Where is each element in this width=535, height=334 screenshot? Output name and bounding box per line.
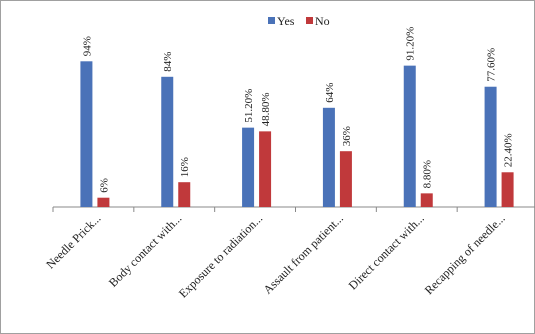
bar-yes-5: [484, 86, 497, 207]
category-label: Direct contact with...: [346, 211, 427, 292]
data-label: 51.20%: [243, 89, 255, 123]
data-label: 22.40%: [503, 133, 515, 167]
data-label: 91.20%: [405, 27, 417, 61]
legend-swatch-no: [306, 17, 313, 24]
category-label: Exposure to radiation...: [176, 211, 265, 300]
data-label: 16%: [179, 157, 191, 177]
data-label: 77.60%: [486, 48, 498, 82]
data-label: 6%: [98, 178, 110, 193]
data-label: 84%: [162, 52, 174, 72]
data-label: 36%: [341, 126, 353, 146]
legend-label-yes: Yes: [277, 14, 295, 28]
bar-no-0: [97, 197, 110, 207]
bar-no-5: [501, 172, 514, 207]
category-label: Recapping of needle...: [422, 211, 508, 297]
data-label: 64%: [324, 83, 336, 103]
data-label: 94%: [81, 36, 93, 56]
bar-no-4: [420, 193, 433, 207]
data-label: 8.80%: [422, 160, 434, 188]
bar-yes-4: [403, 65, 416, 207]
bar-no-1: [178, 182, 191, 207]
bar-no-2: [259, 131, 272, 207]
bar-no-3: [339, 151, 352, 207]
legend-swatch-yes: [268, 17, 275, 24]
category-label: Needle Prick...: [43, 211, 103, 271]
category-label: Assault from patient...: [260, 211, 346, 297]
bar-yes-1: [161, 76, 174, 207]
bar-yes-0: [80, 61, 93, 207]
bar-yes-2: [242, 127, 255, 207]
legend-label-no: No: [315, 14, 330, 28]
data-label: 48.80%: [260, 92, 272, 126]
category-label: Body contact with...: [106, 211, 184, 289]
bar-yes-3: [322, 107, 335, 207]
